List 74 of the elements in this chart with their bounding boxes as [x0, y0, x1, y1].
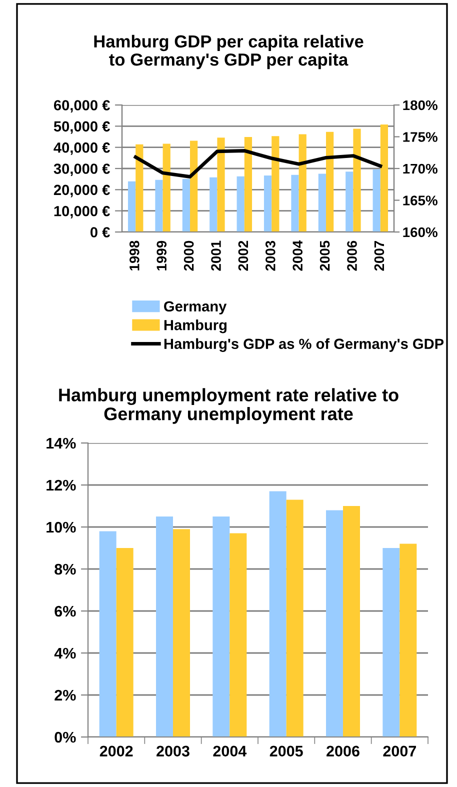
y-tick-label: 50,000 €: [54, 121, 110, 134]
line-series: [134, 148, 382, 178]
bar: [353, 128, 361, 232]
bar: [372, 169, 380, 232]
x-tick-label: 1998: [129, 240, 140, 270]
y-tick-label: 4%: [54, 648, 76, 659]
bar: [236, 176, 244, 232]
bar: [343, 506, 360, 737]
legend-label: Germany: [164, 301, 227, 314]
y-tick-label: 10,000 €: [54, 206, 110, 218]
chart-title: Hamburg unemployment rate relative to Germany unemployment rate: [59, 388, 398, 424]
bar: [298, 134, 306, 232]
bar: [99, 531, 116, 737]
y2-tick-label: 160%: [403, 227, 438, 238]
y-tick-label: 6%: [54, 606, 76, 617]
bar: [400, 544, 417, 737]
y-tick-label: 20,000 €: [54, 184, 110, 198]
y-tick-label: 30,000 €: [54, 164, 110, 176]
bar: [269, 491, 286, 737]
y-tick-label: 40,000 €: [54, 142, 110, 155]
bar: [326, 132, 334, 232]
bar: [244, 136, 252, 232]
y-tick-label: 10%: [46, 522, 76, 533]
x-tick-label: 2007: [383, 746, 416, 757]
bar: [382, 548, 400, 737]
bar: [346, 172, 354, 232]
legend-label: Hamburg: [164, 320, 226, 334]
bar: [116, 548, 134, 737]
bar: [155, 180, 163, 232]
bar: [272, 136, 280, 232]
x-tick-label: 2004: [213, 746, 247, 757]
bar: [162, 144, 170, 232]
bar: [264, 175, 272, 232]
bar: [286, 500, 304, 737]
bar: [182, 178, 190, 232]
bar: [326, 510, 343, 737]
x-tick-label: 2007: [374, 240, 384, 271]
x-tick-label: 2000: [184, 240, 194, 271]
y-tick-label: 0%: [54, 732, 76, 743]
bar: [291, 174, 299, 232]
y-tick-label: 14%: [46, 438, 76, 449]
x-tick-label: 2001: [211, 240, 221, 271]
bar: [380, 124, 388, 232]
x-tick-label: 2003: [265, 240, 276, 271]
bar: [173, 529, 190, 737]
x-tick-label: 2005: [320, 240, 330, 271]
y2-tick-label: 175%: [403, 132, 438, 142]
x-tick-label: 2005: [270, 746, 303, 757]
x-tick-label: 2006: [326, 746, 360, 757]
y2-tick-label: 180%: [403, 100, 438, 110]
bar: [190, 140, 198, 232]
legend-label: Hamburg's GDP as % of Germany's GDP: [164, 338, 444, 352]
bar: [318, 174, 326, 232]
x-tick-label: 2002: [100, 746, 133, 757]
x-tick-label: 2004: [292, 240, 303, 271]
y-tick-label: 60,000 €: [54, 100, 110, 113]
bar: [210, 177, 218, 232]
bar: [128, 181, 136, 232]
y-tick-label: 2%: [54, 690, 76, 701]
x-tick-label: 2003: [156, 746, 190, 757]
y2-tick-label: 170%: [403, 164, 438, 174]
y2-tick-label: 165%: [403, 196, 438, 206]
y-tick-label: 12%: [46, 480, 76, 491]
x-tick-label: 2006: [347, 240, 357, 271]
bar: [230, 533, 247, 737]
bar: [212, 516, 230, 737]
chart-title: Hamburg GDP per capita relative to Germany's GDP per capita: [94, 34, 364, 70]
bar: [217, 138, 225, 232]
x-tick-label: 2002: [238, 240, 248, 271]
x-tick-label: 1999: [156, 240, 167, 270]
bar: [136, 144, 144, 232]
y-tick-label: 8%: [54, 564, 76, 575]
y-tick-label: 0 €: [90, 227, 110, 238]
bar: [156, 516, 173, 737]
